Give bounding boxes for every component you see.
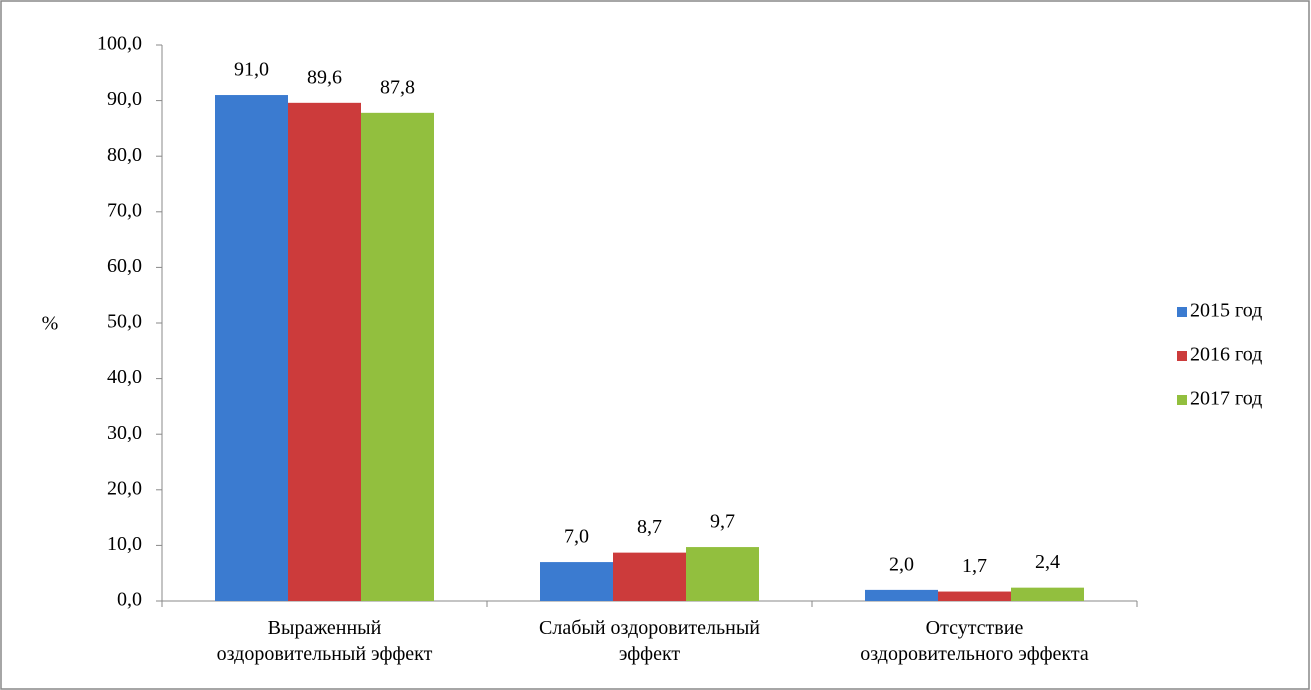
bar <box>361 112 434 601</box>
bar <box>1011 587 1084 601</box>
legend-label: 2016 год <box>1190 344 1262 366</box>
legend-swatch <box>1177 307 1187 317</box>
data-label: 2,4 <box>1035 551 1060 573</box>
y-tick-label: 10,0 <box>107 533 142 555</box>
data-label: 8,7 <box>637 516 662 538</box>
bar <box>938 591 1011 601</box>
bar <box>215 95 288 601</box>
y-tick-label: 0,0 <box>117 589 142 611</box>
x-tick-label-box: Слабый оздоровительный эффект <box>539 617 760 665</box>
y-axis-label: % <box>42 313 59 335</box>
legend-swatch <box>1177 351 1187 361</box>
y-tick-label: 50,0 <box>107 311 142 333</box>
y-tick-label: 90,0 <box>107 88 142 110</box>
bar <box>288 102 361 601</box>
legend-label: 2015 год <box>1190 300 1262 322</box>
y-tick-label: 30,0 <box>107 422 142 444</box>
x-tick-label: Выраженный оздоровительный эффект <box>216 617 433 665</box>
bar <box>686 547 759 601</box>
y-tick-label: 40,0 <box>107 366 142 388</box>
data-label: 91,0 <box>234 59 269 81</box>
legend-label: 2017 год <box>1190 388 1262 410</box>
legend-swatch <box>1177 395 1187 405</box>
y-tick-label: 60,0 <box>107 255 142 277</box>
y-tick-label: 80,0 <box>107 144 142 166</box>
bar <box>865 589 938 601</box>
data-label: 89,6 <box>307 66 342 88</box>
y-tick-label: 70,0 <box>107 199 142 221</box>
data-label: 7,0 <box>564 526 589 548</box>
data-label: 9,7 <box>710 511 735 533</box>
x-tick-label-box: Отсутствие оздоровительного эффекта <box>860 617 1089 665</box>
x-tick-label: Отсутствие оздоровительного эффекта <box>860 617 1089 665</box>
data-label: 1,7 <box>962 555 987 577</box>
bar <box>540 562 613 601</box>
x-tick-label-box: Выраженный оздоровительный эффект <box>216 617 433 665</box>
y-tick-label: 100,0 <box>97 33 142 55</box>
data-label: 2,0 <box>889 553 914 575</box>
data-label: 87,8 <box>380 76 415 98</box>
y-tick-label: 20,0 <box>107 477 142 499</box>
bar <box>613 552 686 601</box>
x-tick-label: Слабый оздоровительный эффект <box>539 617 760 665</box>
